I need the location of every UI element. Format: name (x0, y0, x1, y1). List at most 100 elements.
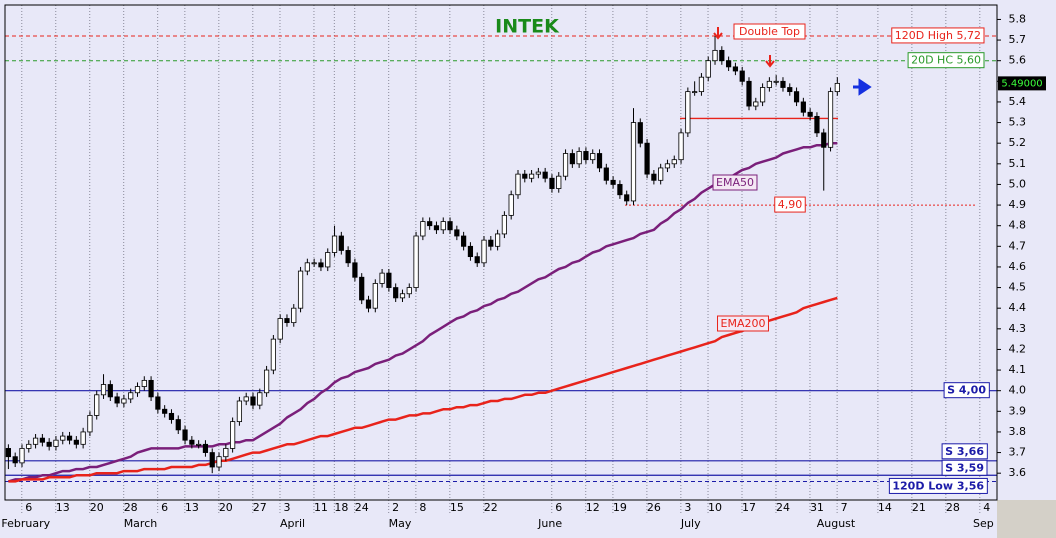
candle-body (474, 256, 480, 264)
month-label: June (537, 517, 562, 530)
x-tick-label: 15 (450, 501, 464, 514)
candle-body (318, 262, 324, 268)
candle-body (223, 448, 229, 458)
candle-body (114, 396, 120, 404)
x-tick-label: 2 (392, 501, 399, 514)
month-label: August (817, 517, 856, 530)
candle-body (603, 167, 609, 181)
x-tick-label: 6 (555, 501, 562, 514)
candle-body (182, 429, 188, 441)
candle-body (5, 448, 11, 458)
candle-body (583, 151, 589, 161)
candle-body (726, 60, 732, 68)
plot-layer: 6 13 20 28 6 13 20 27 3 11 18 24 2 8 15 22 6 12 19 26 3 10 17 2… (1, 4, 1046, 530)
month-label: April (280, 517, 305, 530)
candle-body (698, 76, 705, 93)
y-tick-label: 5.3 (1009, 116, 1027, 129)
candle-body (461, 235, 467, 247)
candle-body (284, 318, 290, 324)
y-tick-label: 4.1 (1009, 363, 1027, 376)
candle-body (26, 443, 32, 449)
candle-body (671, 159, 677, 165)
candle-body (766, 80, 772, 88)
candle-body (128, 392, 134, 400)
candle-body (263, 369, 270, 394)
candle-body (569, 153, 575, 165)
series-label: EMA200 (721, 317, 766, 330)
candle-body (406, 287, 412, 295)
candle-body (352, 262, 358, 278)
candle-body (488, 239, 494, 247)
x-tick-label: 24 (776, 501, 790, 514)
x-tick-label: 31 (810, 501, 824, 514)
candle-body (834, 82, 840, 93)
candle-body (800, 101, 806, 113)
candle-body (202, 443, 209, 453)
candle-body (32, 437, 39, 445)
x-tick-label: 27 (253, 501, 267, 514)
candle-body (427, 221, 433, 227)
candle-body (134, 386, 141, 394)
candle-body (359, 276, 365, 301)
candle-body (148, 379, 154, 398)
x-tick-label: 6 (25, 501, 32, 514)
x-tick-label: 3 (684, 501, 691, 514)
candle-body (508, 194, 514, 216)
candle-body (94, 394, 100, 416)
candle-body (386, 272, 392, 288)
candle-body (196, 443, 202, 446)
candle-body (793, 91, 800, 103)
candle-body (827, 91, 834, 148)
x-tick-label: 20 (219, 501, 233, 514)
x-tick-label: 24 (355, 501, 369, 514)
label-box (717, 315, 769, 332)
candle-body (141, 379, 147, 387)
candle-body (528, 173, 535, 179)
candle-body (787, 87, 793, 93)
month-label: March (124, 517, 158, 530)
y-tick-label: 4.5 (1009, 281, 1027, 294)
arrow (765, 55, 775, 68)
candle-body (753, 101, 759, 107)
level-label: S 4,00 (947, 384, 986, 397)
x-tick-label: 13 (185, 501, 199, 514)
arrow (853, 78, 872, 96)
y-tick-label: 4.2 (1009, 342, 1027, 355)
y-tick-label: 3.8 (1009, 425, 1027, 438)
x-tick-label: 18 (334, 501, 348, 514)
candle-body (80, 431, 86, 445)
x-tick-label: 19 (613, 501, 627, 514)
candle-body (121, 398, 127, 404)
level-label: 4,90 (778, 198, 803, 211)
last-price-label: 5.49000 (1001, 78, 1042, 89)
candle-body (678, 132, 684, 161)
candle-body (433, 225, 440, 231)
y-tick-label: 4.7 (1009, 239, 1027, 252)
candle-body (216, 456, 222, 468)
x-tick-label: 4 (983, 501, 990, 514)
y-tick-label: 5.4 (1009, 95, 1027, 108)
candle-body (46, 441, 52, 447)
candle-body (53, 439, 59, 447)
x-tick-label: 28 (946, 501, 960, 514)
plot-frame (4, 4, 998, 501)
y-tick-label: 5.8 (1009, 12, 1027, 25)
candle-body (236, 400, 243, 423)
candle-body (107, 384, 113, 398)
candle-body (576, 151, 582, 165)
candle-body (331, 235, 338, 253)
candle-body (189, 439, 195, 445)
candle-body (175, 419, 181, 431)
series-label: EMA50 (716, 176, 754, 189)
candle-body (230, 421, 236, 449)
y-tick-label: 4.3 (1009, 322, 1027, 335)
month-label: July (680, 517, 701, 530)
candle-body (447, 221, 453, 231)
candle-body (297, 270, 304, 309)
candle-body (372, 283, 378, 309)
candle-body (454, 229, 460, 237)
candle-body (535, 171, 541, 175)
candle-body (291, 307, 297, 324)
